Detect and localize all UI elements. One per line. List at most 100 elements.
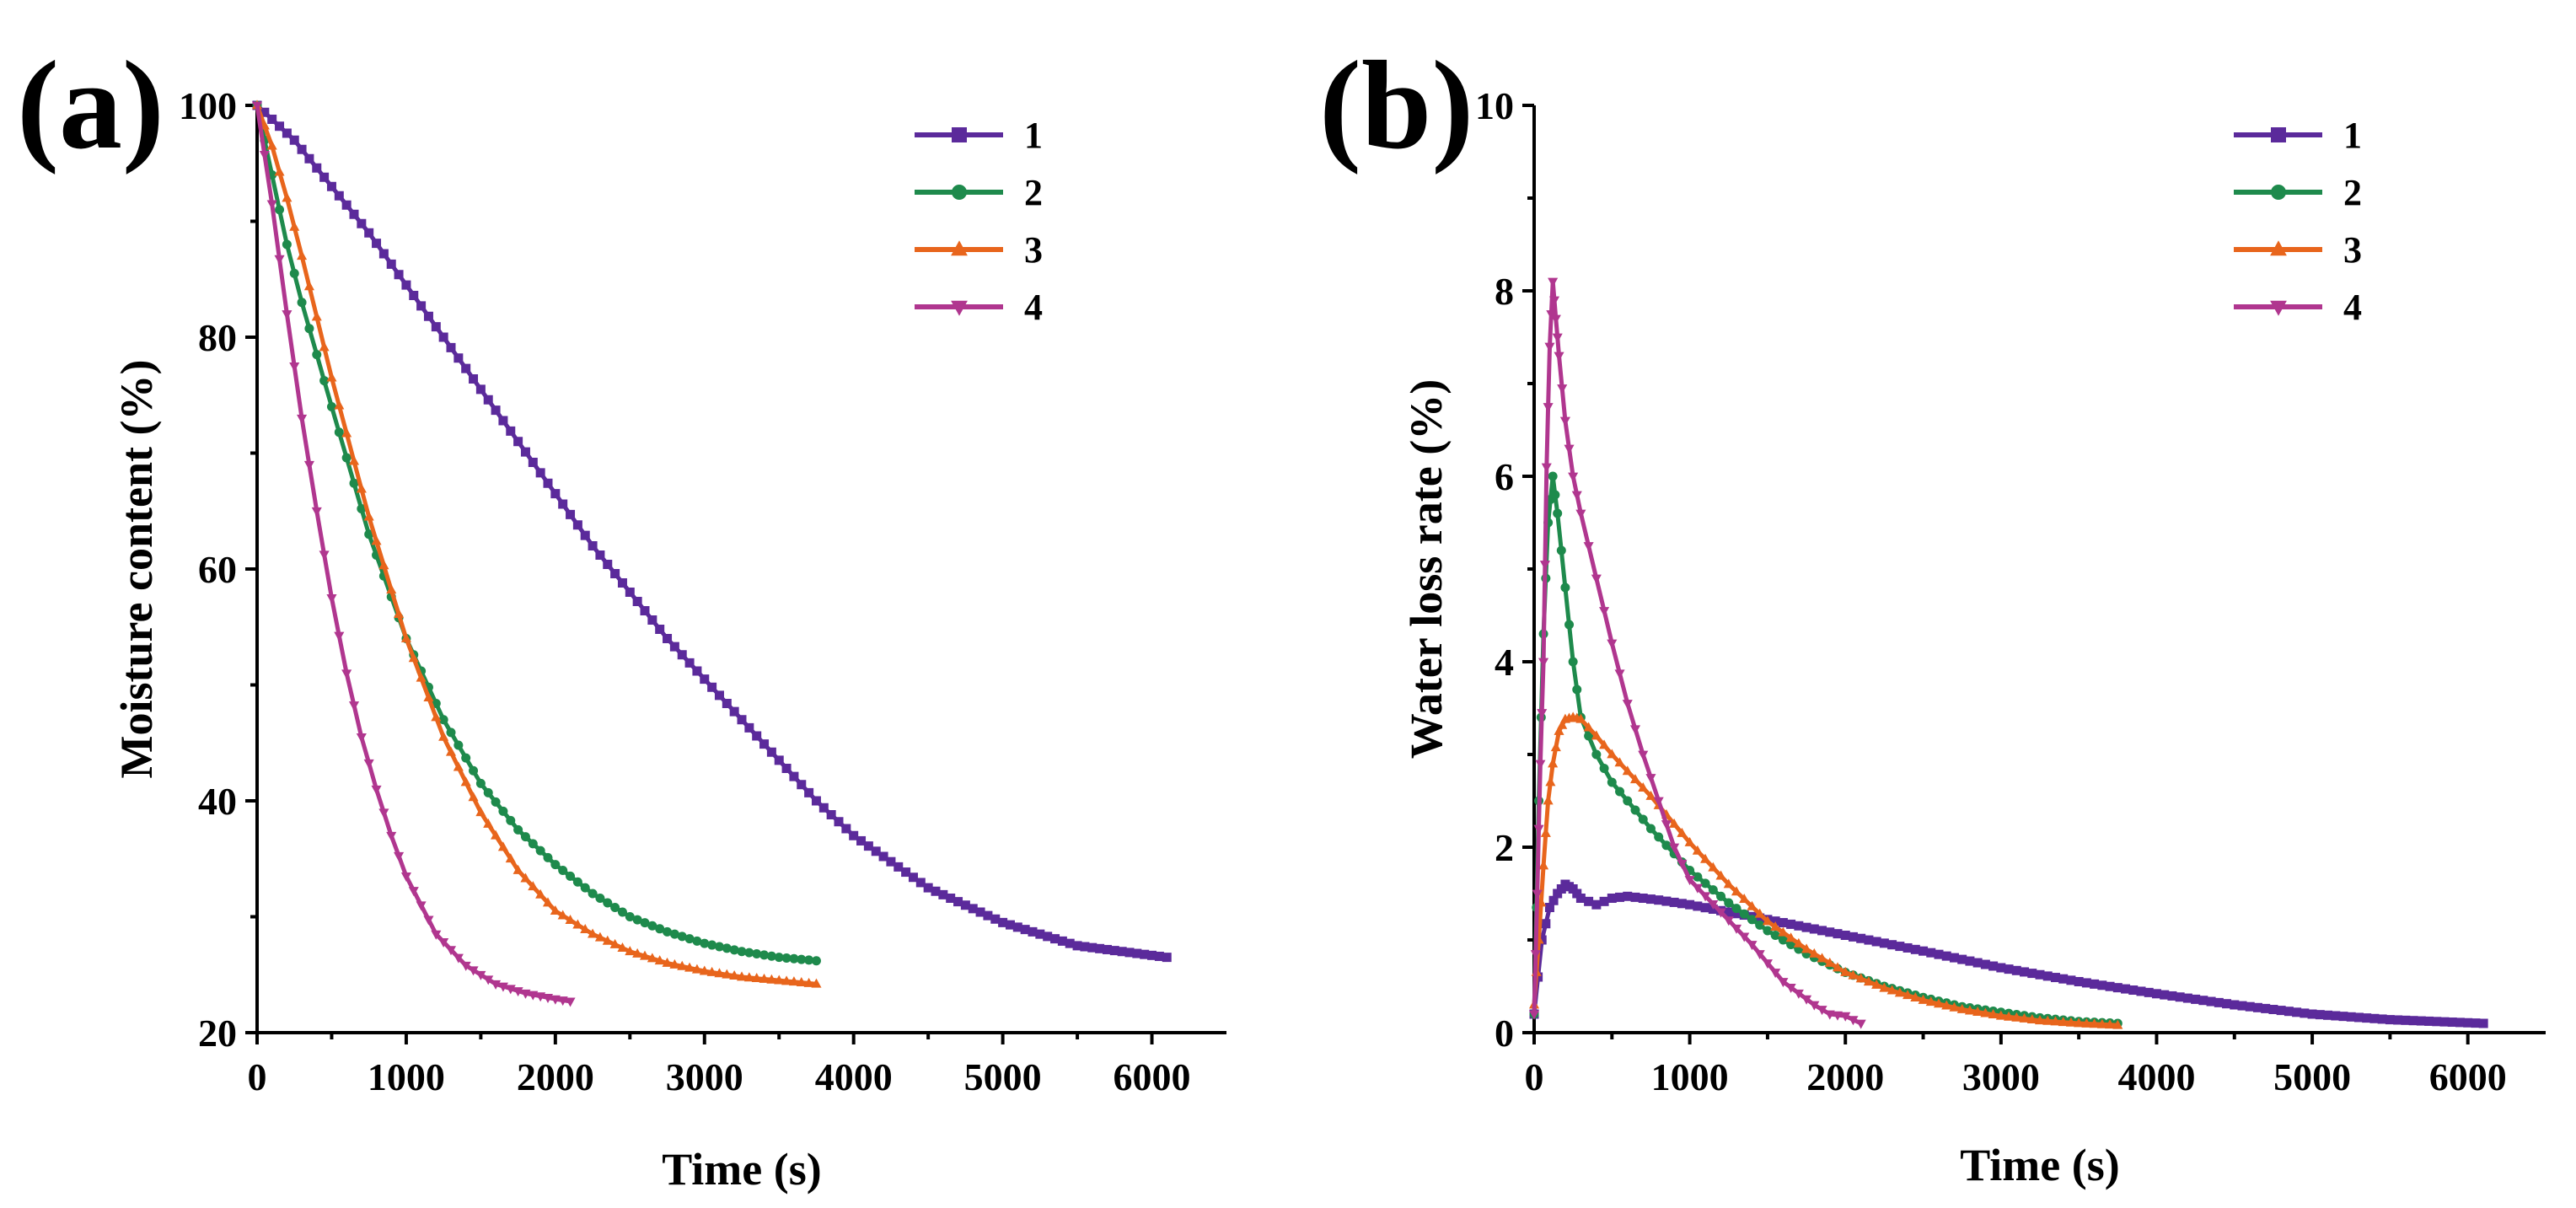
data-point [1560, 583, 1570, 593]
data-point [1548, 895, 1559, 905]
data-point [774, 755, 784, 765]
data-point [729, 706, 739, 717]
data-point [2167, 991, 2177, 1001]
x-tick-label: 6000 [2429, 1055, 2507, 1098]
data-point [2105, 1019, 2116, 1029]
data-point [2439, 1017, 2450, 1027]
data-point [1685, 899, 1695, 910]
data-point [2050, 1016, 2061, 1026]
data-point [371, 535, 382, 545]
data-point [2081, 978, 2091, 988]
data-point [289, 135, 299, 145]
y-tick-label: 2 [1495, 826, 1514, 869]
data-point [1902, 990, 1913, 1000]
legend-item-4: 4 [915, 287, 1043, 328]
data-point [543, 478, 553, 488]
data-point [781, 953, 792, 963]
data-point [1571, 491, 1582, 501]
data-point [2011, 1012, 2022, 1022]
data-point [1615, 787, 1625, 797]
data-point [588, 889, 598, 899]
data-point [938, 889, 948, 899]
data-point [1654, 895, 1664, 905]
y-tick-label: 6 [1495, 455, 1514, 498]
data-point [453, 953, 464, 964]
data-point [1731, 904, 1741, 914]
data-point [632, 948, 643, 958]
data-point [811, 796, 821, 806]
data-point [1934, 949, 1944, 959]
data-point [691, 964, 702, 974]
data-point [2065, 1017, 2076, 1027]
data-point [2058, 974, 2069, 984]
data-point [326, 593, 337, 604]
data-point [2160, 990, 2170, 1000]
data-point [363, 759, 374, 769]
data-point [1708, 862, 1719, 872]
data-point [655, 924, 665, 934]
data-point [1572, 685, 1582, 695]
data-point [1591, 574, 1602, 584]
data-point [2300, 1008, 2310, 1018]
data-point [663, 926, 673, 937]
data-point [312, 350, 322, 360]
data-point [394, 851, 405, 862]
series-3 [251, 99, 822, 988]
data-point [386, 259, 396, 269]
data-point [1550, 314, 1561, 325]
data-point [2136, 986, 2146, 996]
data-point [1902, 942, 1913, 953]
data-point [572, 520, 582, 530]
data-point [1809, 1001, 1820, 1011]
legend-marker [951, 300, 968, 316]
data-point [408, 887, 419, 897]
legend-label: 1 [2343, 115, 2362, 156]
data-point [781, 764, 792, 773]
data-point [1528, 1010, 1540, 1020]
data-point [1708, 885, 1718, 895]
data-point [438, 332, 448, 342]
data-point [1623, 796, 1633, 806]
data-point [2353, 1012, 2364, 1023]
data-point [297, 414, 308, 424]
data-point [1548, 471, 1558, 481]
data-point [1762, 959, 1773, 969]
data-point [804, 787, 814, 797]
data-point [684, 934, 695, 944]
data-point [1530, 950, 1541, 960]
legend-label: 1 [1024, 115, 1043, 156]
legend-marker [2271, 185, 2286, 200]
data-point [1677, 859, 1688, 869]
data-point [2074, 1017, 2085, 1028]
data-point [729, 970, 740, 980]
legend-marker [951, 240, 968, 256]
data-point [737, 947, 747, 957]
data-point [469, 374, 479, 384]
series-4 [1528, 277, 1866, 1029]
data-point [602, 935, 613, 945]
data-point [2346, 1012, 2356, 1022]
data-point [475, 778, 486, 788]
data-point [1763, 926, 1773, 936]
data-point [1972, 1006, 1983, 1016]
data-point [1996, 963, 2006, 973]
data-point [2206, 996, 2216, 1007]
data-point [565, 997, 576, 1007]
data-point [311, 507, 322, 517]
panel-b: (b) 0 1000 2000 3000 4000 5000 6000 0 2 4 6 8 10 Time … [1319, 35, 2546, 1190]
data-point [863, 841, 873, 851]
data-point [1599, 739, 1610, 749]
data-point [528, 881, 539, 891]
legend-item-3: 3 [915, 229, 1043, 271]
data-point [326, 181, 336, 191]
data-point [834, 817, 844, 827]
data-point [2222, 999, 2232, 1009]
data-point [1801, 995, 1812, 1005]
data-point [684, 962, 695, 972]
data-point [1669, 818, 1680, 828]
x-tick-label: 1000 [1651, 1055, 1729, 1098]
data-point [259, 151, 270, 161]
data-point [2369, 1013, 2380, 1023]
data-point [520, 832, 530, 842]
data-point [1739, 932, 1750, 942]
